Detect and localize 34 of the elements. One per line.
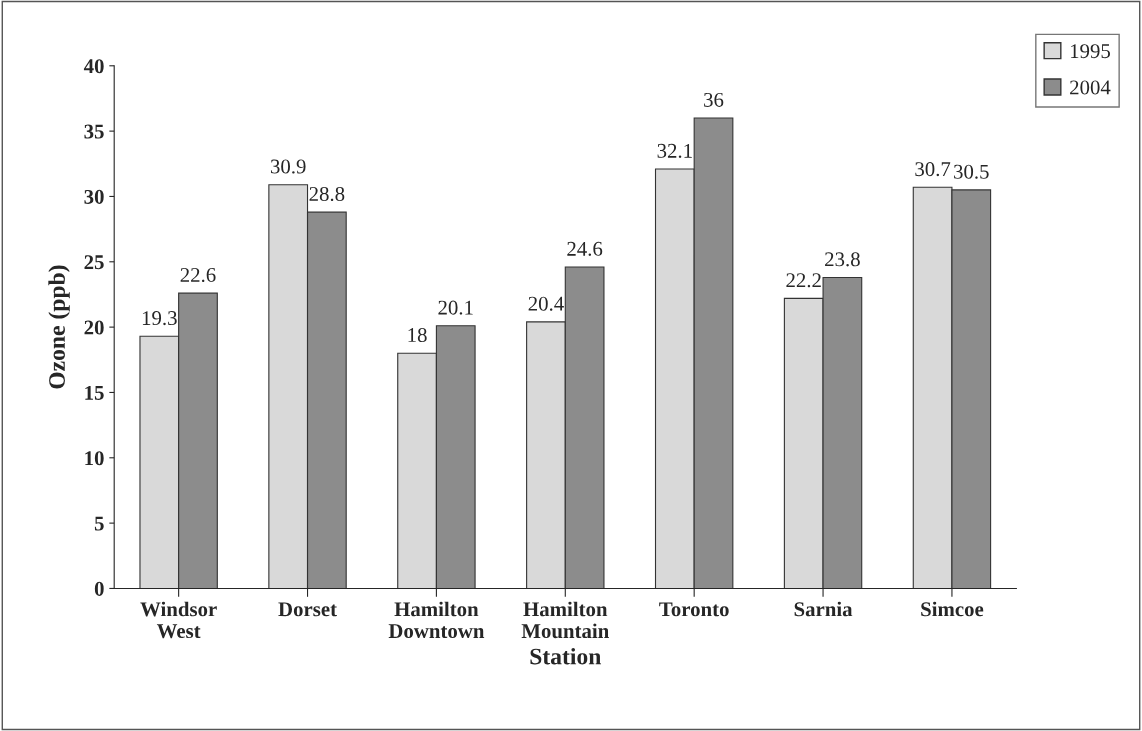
data-label: 18 [408, 328, 427, 343]
data-label: 20.1 [438, 300, 473, 315]
data-label: 32.1 [657, 143, 692, 158]
y-tick-label: 15 [85, 385, 104, 400]
y-tick-label: 25 [84, 255, 104, 270]
data-label: 22.6 [180, 267, 216, 283]
data-label: 24.6 [567, 241, 603, 256]
y-tick-label: 30 [84, 189, 104, 204]
data-label: 28.8 [309, 186, 345, 202]
data-label: 30.7 [915, 162, 951, 177]
data-label: 19.3 [142, 311, 177, 326]
y-tick-label: 5 [94, 516, 104, 531]
data-label: 23.8 [825, 252, 860, 267]
data-label: 30.9 [270, 159, 306, 174]
x-tick-label: Sarnia [794, 601, 853, 617]
x-tick-label: Hamilton Downtown [388, 601, 485, 639]
legend-label: 1995 [1070, 44, 1110, 59]
y-tick-label: 40 [83, 59, 104, 74]
x-tick-label: Dorset [278, 602, 337, 617]
data-label: 22.2 [786, 273, 821, 288]
x-tick-label: Hamilton Mountain [521, 601, 609, 639]
data-label: 30.5 [954, 164, 989, 179]
y-tick-label: 10 [85, 451, 104, 466]
x-tick-label: Windsor West [140, 601, 217, 639]
x-tick-label: Simcoe [921, 601, 984, 617]
legend-label: 2004 [1070, 80, 1111, 95]
x-axis-title: Station [530, 647, 602, 665]
y-tick-label: 0 [94, 581, 104, 596]
y-axis-title: Ozone (ppb) [48, 265, 70, 389]
data-label: 36 [704, 92, 724, 107]
y-tick-label: 35 [84, 124, 104, 139]
x-tick-label: Toronto [659, 602, 729, 617]
y-tick-label: 20 [84, 320, 104, 335]
data-label: 20.4 [528, 296, 564, 311]
